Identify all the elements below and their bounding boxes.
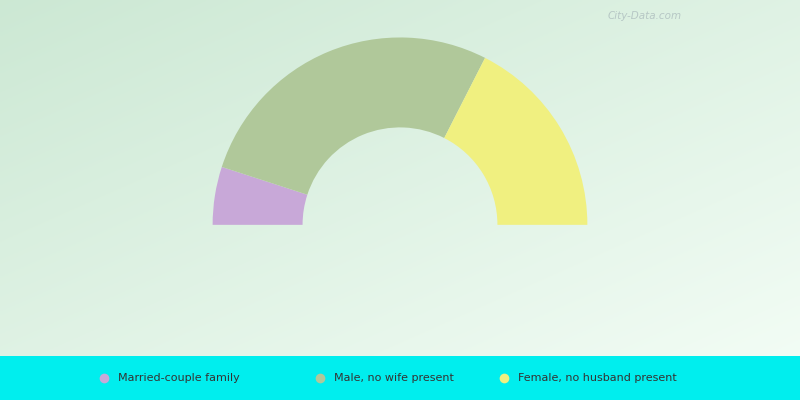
Text: Male, no wife present: Male, no wife present <box>334 373 454 383</box>
Text: Female, no husband present: Female, no husband present <box>518 373 677 383</box>
Text: Poor families by family type: Poor families by family type <box>246 17 554 36</box>
Wedge shape <box>222 38 485 195</box>
Text: City-Data.com: City-Data.com <box>608 11 682 21</box>
Wedge shape <box>213 167 307 225</box>
Wedge shape <box>444 58 587 225</box>
Text: Married-couple family: Married-couple family <box>118 373 240 383</box>
